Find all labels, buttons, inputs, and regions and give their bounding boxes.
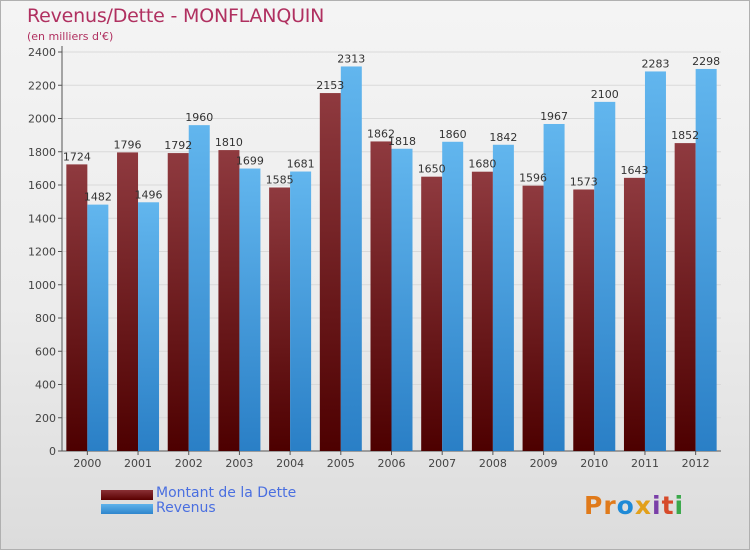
value-label-debt-2009: 1596 <box>519 172 547 185</box>
chart-subtitle: (en milliers d'€) <box>27 30 114 43</box>
y-tick-label: 0 <box>49 445 56 458</box>
bar-revenue-2001 <box>138 202 160 451</box>
bar-debt-2006 <box>370 141 392 451</box>
bar-debt-2007 <box>421 176 443 451</box>
y-tick-label: 600 <box>35 345 56 358</box>
x-tick-label: 2000 <box>73 457 101 470</box>
bar-debt-2010 <box>573 189 595 451</box>
y-tick-label: 800 <box>35 312 56 325</box>
bar-debt-2005 <box>319 93 341 451</box>
value-label-debt-2001: 1796 <box>114 138 142 151</box>
value-label-debt-2003: 1810 <box>215 136 243 149</box>
bar-debt-2003 <box>218 150 240 451</box>
value-label-revenue-2006: 1818 <box>388 135 416 148</box>
y-tick-label: 1600 <box>28 179 56 192</box>
value-label-debt-2008: 1680 <box>468 158 496 171</box>
chart-title: Revenus/Dette - MONFLANQUIN <box>27 5 325 27</box>
bar-debt-2011 <box>623 177 645 451</box>
bar-revenue-2005 <box>340 66 362 452</box>
bar-revenue-2003 <box>239 168 261 451</box>
value-label-revenue-2003: 1699 <box>236 155 264 168</box>
y-tick-label: 1400 <box>28 212 56 225</box>
x-tick-label: 2003 <box>225 457 253 470</box>
bar-debt-2009 <box>522 185 544 452</box>
value-label-debt-2002: 1792 <box>164 139 192 152</box>
value-label-debt-2005: 2153 <box>316 79 344 92</box>
bar-revenue-2012 <box>695 68 717 452</box>
value-label-revenue-2009: 1967 <box>540 110 568 123</box>
bar-revenue-2009 <box>543 123 565 451</box>
bar-revenue-2010 <box>594 101 616 451</box>
x-tick-label: 2008 <box>479 457 507 470</box>
bar-revenue-2011 <box>644 71 666 452</box>
bar-revenue-2008 <box>492 144 514 451</box>
y-tick-label: 200 <box>35 412 56 425</box>
bar-debt-2001 <box>117 152 139 452</box>
legend-label-revenue: Revenus <box>156 500 216 516</box>
value-label-debt-2012: 1852 <box>671 129 699 142</box>
value-label-revenue-2008: 1842 <box>489 131 517 144</box>
x-tick-label: 2004 <box>276 457 304 470</box>
bar-revenue-2002 <box>188 125 210 452</box>
y-tick-label: 2200 <box>28 79 56 92</box>
value-label-revenue-2011: 2283 <box>641 57 669 70</box>
bars <box>66 66 717 452</box>
value-label-debt-2004: 1585 <box>266 173 294 186</box>
bar-debt-2012 <box>674 143 696 452</box>
value-label-revenue-2001: 1496 <box>135 188 163 201</box>
x-tick-label: 2012 <box>682 457 710 470</box>
bar-revenue-2004 <box>290 171 312 451</box>
value-label-revenue-2002: 1960 <box>185 111 213 124</box>
bar-debt-2004 <box>269 187 291 451</box>
y-tick-label: 2000 <box>28 113 56 126</box>
value-label-debt-2000: 1724 <box>63 150 91 163</box>
x-tick-label: 2011 <box>631 457 659 470</box>
y-tick-label: 1800 <box>28 146 56 159</box>
x-tick-label: 2001 <box>124 457 152 470</box>
x-tick-label: 2006 <box>378 457 406 470</box>
value-label-revenue-2010: 2100 <box>591 88 619 101</box>
x-tick-label: 2007 <box>428 457 456 470</box>
value-label-revenue-2007: 1860 <box>439 128 467 141</box>
legend-label-debt: Montant de la Dette <box>156 485 297 501</box>
axes: 0 200 400 600 800 1000 1200 1400 1600 1800 2000 220… <box>28 46 721 470</box>
bar-revenue-2000 <box>87 204 109 451</box>
value-label-revenue-2000: 1482 <box>84 191 112 204</box>
value-label-debt-2006: 1862 <box>367 127 395 140</box>
bar-debt-2000 <box>66 164 88 451</box>
legend-swatch-revenue <box>101 504 153 514</box>
value-label-debt-2010: 1573 <box>570 175 598 188</box>
value-label-debt-2007: 1650 <box>418 163 446 176</box>
bar-debt-2002 <box>167 153 189 451</box>
proxiti-logo: Proxiti <box>584 491 685 520</box>
y-tick-label: 1200 <box>28 246 56 259</box>
x-tick-label: 2010 <box>580 457 608 470</box>
bar-revenue-2007 <box>442 141 464 451</box>
value-label-revenue-2012: 2298 <box>692 55 720 68</box>
y-tick-label: 2400 <box>28 46 56 59</box>
x-tick-label: 2009 <box>530 457 558 470</box>
x-tick-label: 2002 <box>175 457 203 470</box>
bar-revenue-2006 <box>391 148 413 451</box>
x-tick-label: 2005 <box>327 457 355 470</box>
value-label-revenue-2004: 1681 <box>287 158 315 171</box>
y-tick-label: 1000 <box>28 279 56 292</box>
value-label-debt-2011: 1643 <box>620 164 648 177</box>
bar-debt-2008 <box>471 171 493 451</box>
legend-swatch-debt <box>101 490 153 500</box>
value-label-revenue-2005: 2313 <box>337 52 365 65</box>
y-tick-label: 400 <box>35 379 56 392</box>
